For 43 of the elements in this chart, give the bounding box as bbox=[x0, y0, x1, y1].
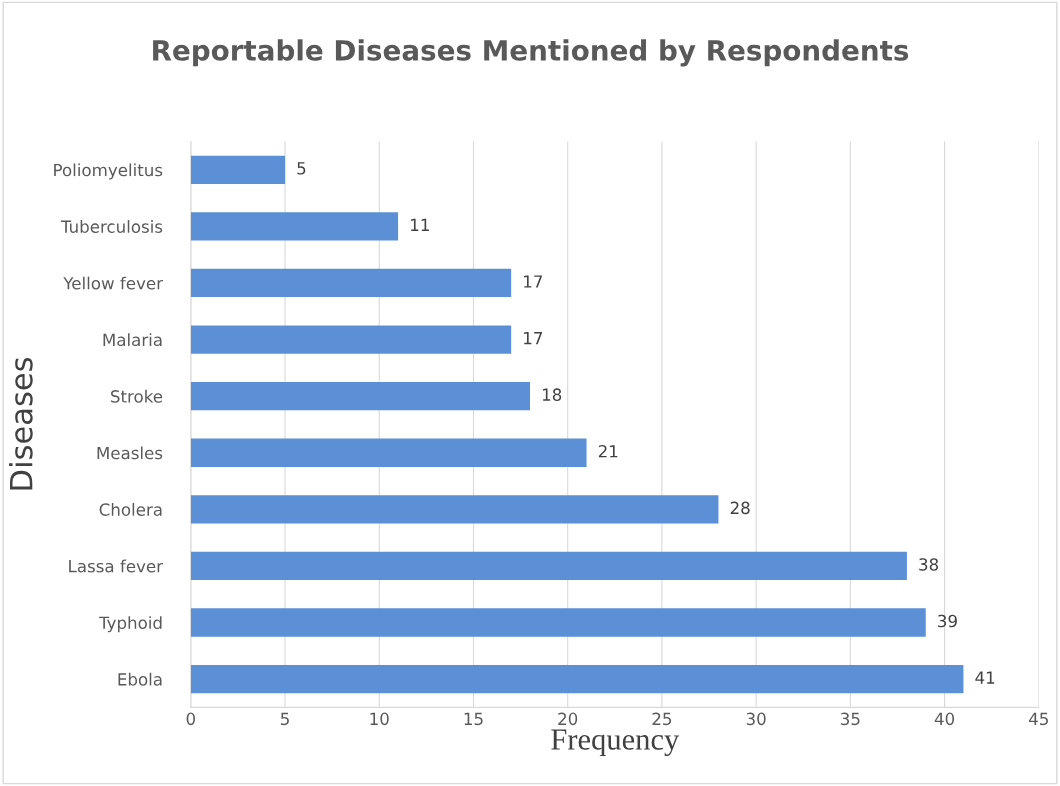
y-tick-label: Poliomyelitus bbox=[54, 163, 163, 180]
x-tick-label: 40 bbox=[934, 712, 955, 726]
y-tick-label: Stroke bbox=[111, 389, 163, 403]
y-tick-label: Typhoid bbox=[98, 616, 162, 633]
bar bbox=[190, 664, 964, 694]
y-tick-label: Measles bbox=[97, 446, 163, 460]
y-tick-label: Cholera bbox=[99, 503, 162, 516]
x-tick-label: 20 bbox=[558, 712, 578, 726]
data-label: 5 bbox=[297, 162, 306, 175]
bar bbox=[190, 325, 512, 354]
data-label: 39 bbox=[938, 614, 957, 628]
bar bbox=[190, 608, 926, 637]
data-label: 41 bbox=[975, 671, 995, 684]
data-label: 38 bbox=[919, 558, 939, 571]
bar bbox=[190, 382, 530, 411]
x-tick-label: 30 bbox=[746, 712, 766, 726]
x-tick-label: 10 bbox=[370, 712, 389, 726]
x-tick-label: 25 bbox=[652, 712, 672, 726]
data-label: 17 bbox=[524, 275, 543, 288]
y-tick-label: Tuberculosis bbox=[60, 220, 163, 233]
data-label: 17 bbox=[524, 332, 543, 345]
y-axis-title: Diseases bbox=[9, 357, 33, 490]
x-tick-label: 15 bbox=[464, 712, 483, 726]
y-tick-label: Yellow fever bbox=[63, 276, 164, 290]
x-tick-label: 35 bbox=[841, 712, 860, 726]
y-tick-label: Malaria bbox=[103, 333, 162, 347]
bar bbox=[190, 155, 286, 184]
x-axis-title: Frequency bbox=[551, 729, 680, 757]
bar bbox=[190, 212, 399, 241]
y-tick-label: Ebola bbox=[118, 672, 162, 686]
bar bbox=[190, 495, 719, 524]
data-label: 18 bbox=[542, 388, 562, 401]
x-tick-label: 45 bbox=[1029, 712, 1048, 726]
data-label: 21 bbox=[598, 444, 618, 458]
data-label: 28 bbox=[730, 501, 750, 515]
bar bbox=[190, 551, 907, 581]
bar bbox=[190, 438, 587, 467]
data-label: 11 bbox=[411, 218, 429, 231]
bar bbox=[190, 268, 512, 298]
chart-title: Reportable Diseases Mentioned by Respondents bbox=[153, 39, 909, 67]
y-tick-label: Lassa fever bbox=[69, 559, 164, 573]
x-tick-label: 0 bbox=[186, 712, 195, 726]
x-tick-label: 5 bbox=[281, 712, 289, 726]
